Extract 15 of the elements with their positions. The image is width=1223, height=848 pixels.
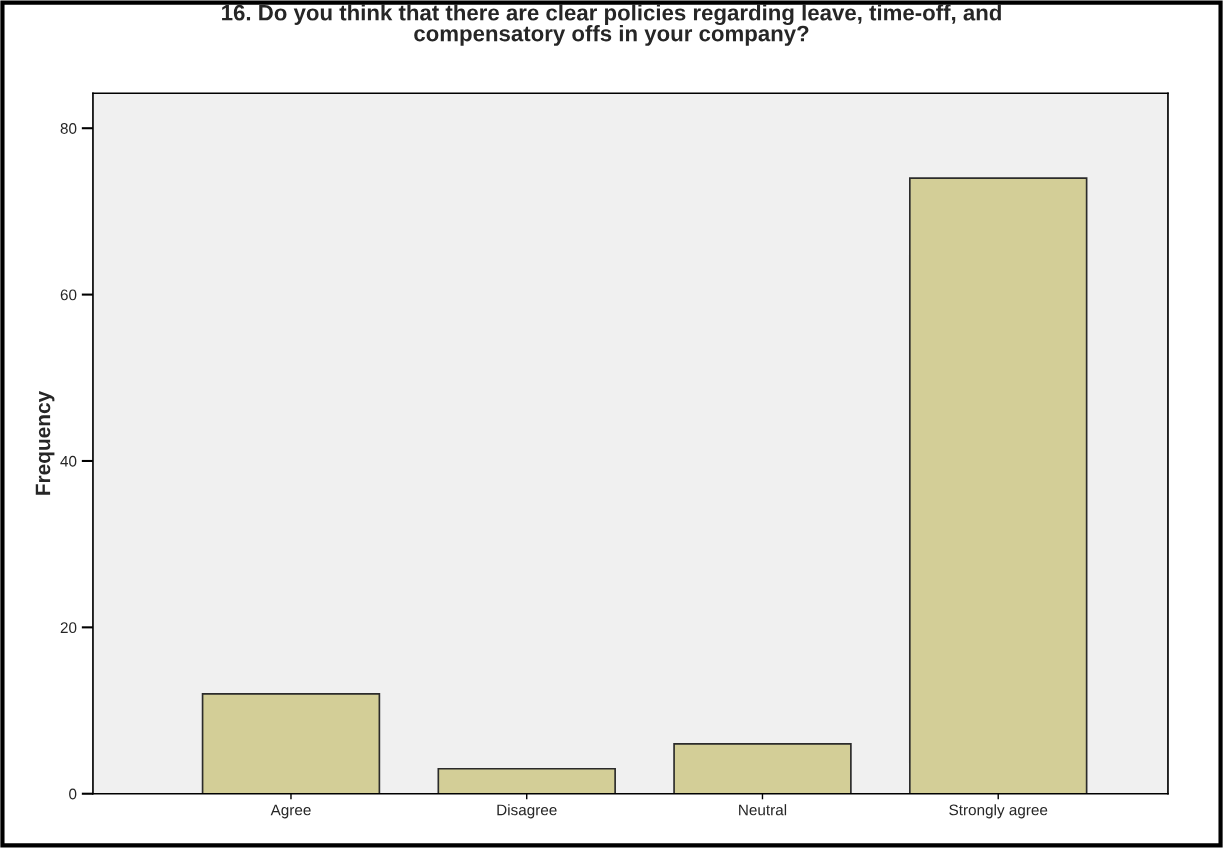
bar [673, 742, 852, 794]
bar [437, 767, 616, 794]
y-tick-label: 40 [60, 455, 77, 467]
chart-title: 16. Do you think that there are clear policies regarding leave, time-off, and compensatory offs in your company? [222, 4, 1001, 46]
bar [908, 177, 1088, 794]
y-tick-label: 0 [69, 788, 77, 800]
y-axis-title: Frequency [35, 390, 55, 495]
x-tick-label: Agree [270, 804, 311, 819]
bar [201, 693, 381, 794]
x-tick-label: Strongly agree [949, 804, 1048, 819]
y-tick-label: 80 [60, 123, 77, 134]
x-tick-label: Disagree [497, 804, 557, 819]
y-tick-label: 20 [60, 622, 77, 634]
x-tick-label: Neutral [739, 804, 787, 816]
y-tick-label: 60 [60, 289, 77, 301]
